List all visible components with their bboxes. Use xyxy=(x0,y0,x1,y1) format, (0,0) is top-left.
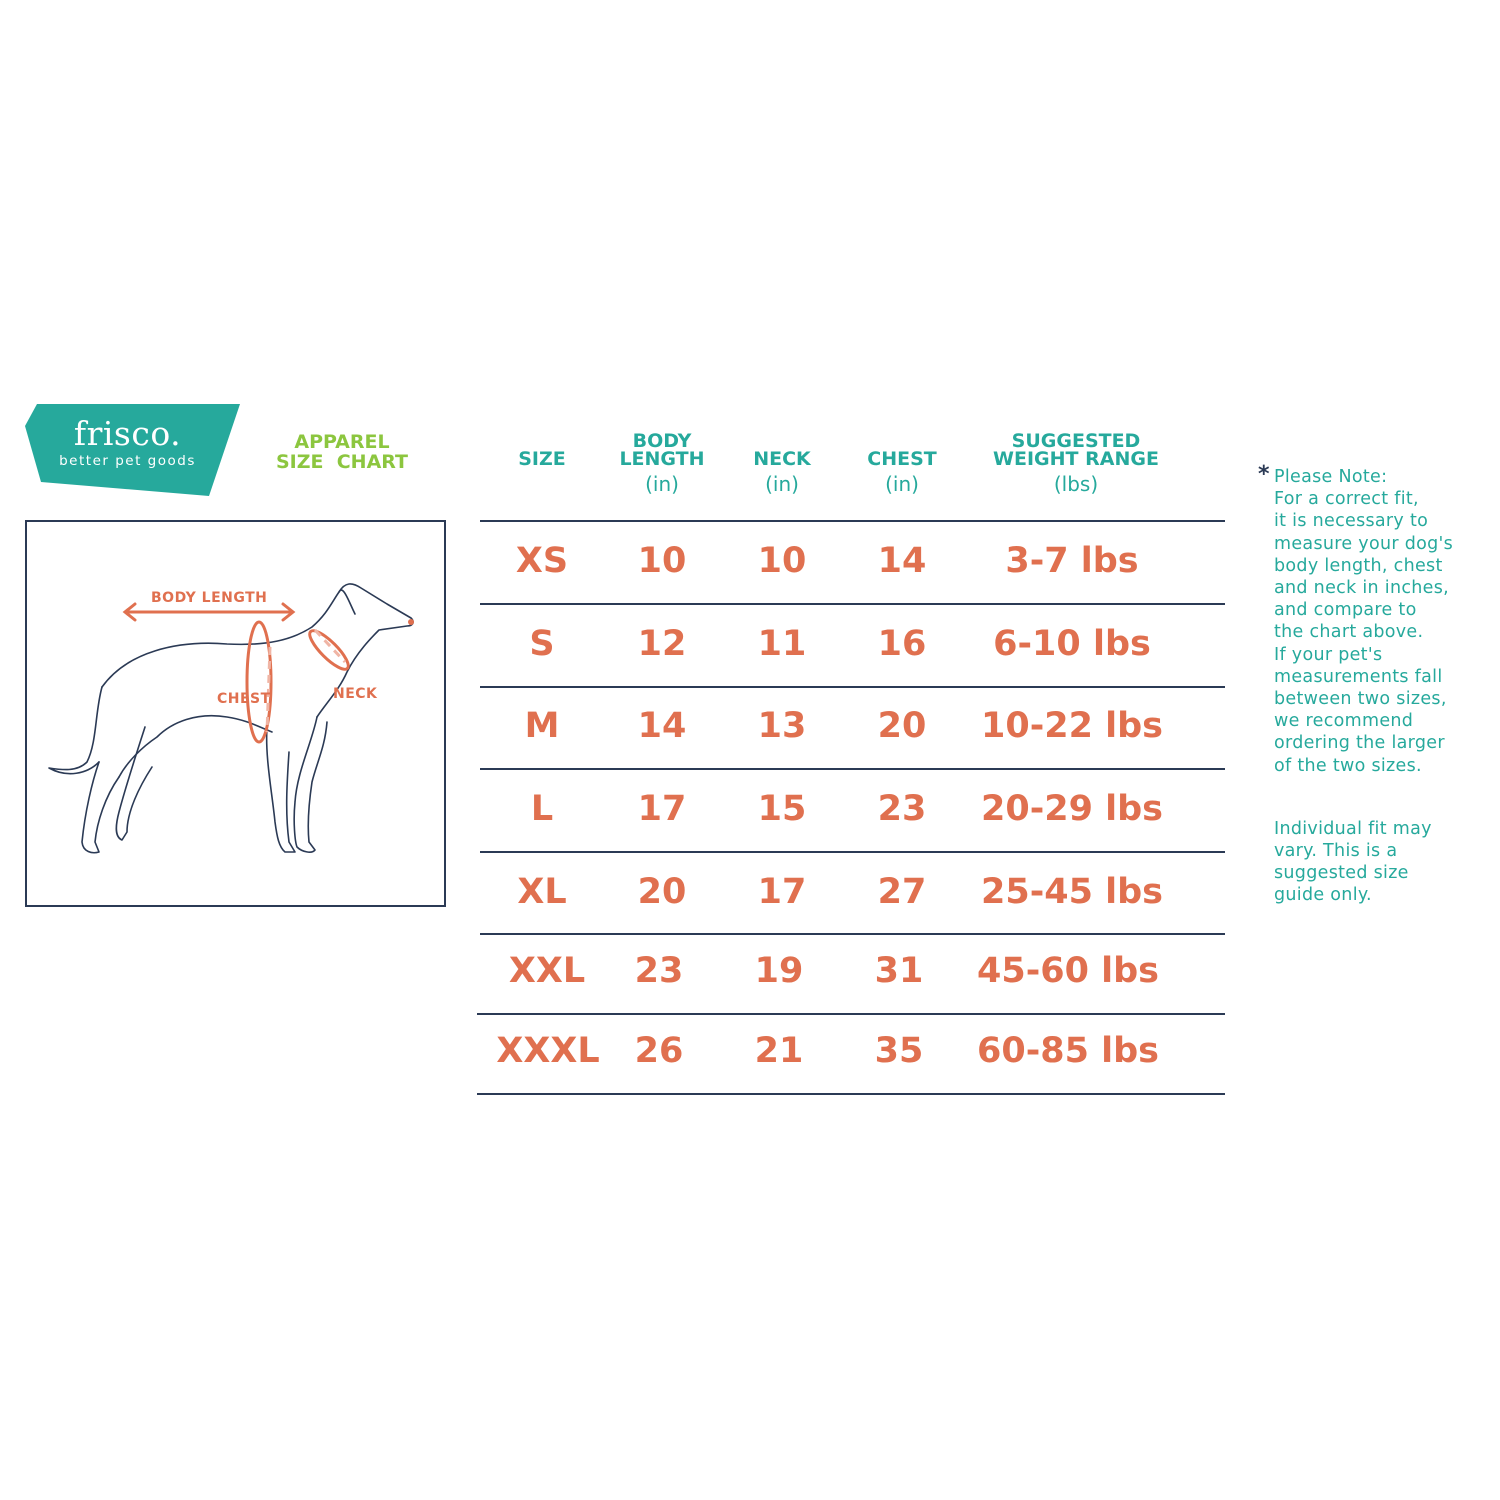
cell-size: S xyxy=(529,624,555,664)
cell-weight-range: 10-22 lbs xyxy=(980,706,1163,746)
cell-size: XL xyxy=(517,872,567,912)
cell-size: XXXL xyxy=(496,1031,600,1071)
cell-neck: 13 xyxy=(757,706,807,746)
cell-chest: 16 xyxy=(877,624,927,664)
row-divider xyxy=(480,520,1225,522)
header-label: NECK xyxy=(753,448,811,470)
brand-tagline: better pet goods xyxy=(59,453,196,469)
cell-body-length: 12 xyxy=(637,624,687,664)
cell-size: M xyxy=(524,706,560,746)
cell-size: XXL xyxy=(508,951,586,991)
cell-weight-range: 45-60 lbs xyxy=(976,951,1159,991)
note-line: the chart above. xyxy=(1274,622,1424,643)
note-line: guide only. xyxy=(1274,885,1372,906)
note-line: suggested size xyxy=(1274,863,1409,884)
cell-chest: 20 xyxy=(877,706,927,746)
row-divider xyxy=(480,686,1225,688)
row-divider xyxy=(477,1093,1225,1095)
asterisk: * xyxy=(1258,462,1270,487)
header-chest: CHEST (in) xyxy=(842,448,962,497)
cell-body-length: 23 xyxy=(634,951,684,991)
note-line: measure your dog's xyxy=(1274,533,1454,554)
note-line: Individual fit may xyxy=(1274,818,1432,839)
cell-chest: 27 xyxy=(877,872,927,912)
header-label: BODY xyxy=(632,430,692,452)
chart-title-line1: APPAREL xyxy=(294,431,390,453)
header-unit: (in) xyxy=(645,472,679,496)
header-neck: NECK (in) xyxy=(722,448,842,497)
cell-body-length: 26 xyxy=(634,1031,684,1071)
header-unit: (in) xyxy=(765,472,799,496)
cell-body-length: 17 xyxy=(637,789,687,829)
cell-weight-range: 25-45 lbs xyxy=(980,872,1163,912)
row-divider xyxy=(480,768,1225,770)
note-line: ordering the larger xyxy=(1274,733,1445,754)
note-line: For a correct fit, xyxy=(1274,489,1419,510)
note-line: of the two sizes. xyxy=(1274,755,1422,776)
note-line: it is necessary to xyxy=(1274,511,1429,532)
cell-neck: 17 xyxy=(757,872,807,912)
header-body-length: BODY LENGTH (in) xyxy=(592,430,732,497)
note-line: we recommend xyxy=(1274,711,1414,732)
cell-chest: 35 xyxy=(874,1031,924,1071)
cell-body-length: 20 xyxy=(637,872,687,912)
note-line: measurements fall xyxy=(1274,666,1443,687)
sizing-note: * Please Note: For a correct fit, it is ne… xyxy=(1258,462,1488,907)
body-length-label: BODY LENGTH xyxy=(151,590,268,606)
cell-chest: 31 xyxy=(874,951,924,991)
cell-chest: 23 xyxy=(877,789,927,829)
row-divider xyxy=(480,851,1225,853)
note-line: If your pet's xyxy=(1274,644,1383,665)
row-divider xyxy=(480,603,1225,605)
header-size-label: SIZE xyxy=(518,448,566,470)
cell-body-length: 10 xyxy=(637,541,687,581)
chart-title: APPAREL SIZE CHART xyxy=(262,432,422,472)
cell-chest: 14 xyxy=(877,541,927,581)
header-label: SUGGESTED xyxy=(1011,430,1141,452)
cell-weight-range: 60-85 lbs xyxy=(976,1031,1159,1071)
cell-body-length: 14 xyxy=(637,706,687,746)
header-label: CHEST xyxy=(867,448,937,470)
dog-illustration xyxy=(48,583,414,854)
frisco-logo-badge xyxy=(25,404,240,496)
cell-neck: 15 xyxy=(757,789,807,829)
cell-neck: 19 xyxy=(754,951,804,991)
header-size: SIZE xyxy=(492,448,592,470)
row-divider xyxy=(480,933,1225,935)
note-line: Please Note: xyxy=(1274,467,1388,487)
cell-weight-range: 20-29 lbs xyxy=(980,789,1163,829)
note-line: between two sizes, xyxy=(1274,689,1447,710)
note-line: body length, chest xyxy=(1274,555,1443,576)
cell-neck: 21 xyxy=(754,1031,804,1071)
note-line: and neck in inches, xyxy=(1274,578,1449,599)
cell-weight-range: 6-10 lbs xyxy=(993,624,1151,664)
dog-measurement-diagram: BODY LENGTH CHEST NECK xyxy=(25,520,446,907)
cell-neck: 11 xyxy=(757,624,807,664)
brand-name: frisco. xyxy=(73,414,182,453)
header-label: WEIGHT RANGE xyxy=(993,448,1159,470)
note-line: vary. This is a xyxy=(1274,841,1398,862)
header-label: LENGTH xyxy=(619,448,705,470)
header-unit: (lbs) xyxy=(1053,472,1099,496)
header-weight-range: SUGGESTED WEIGHT RANGE (lbs) xyxy=(966,430,1186,497)
header-unit: (in) xyxy=(885,472,919,496)
neck-label: NECK xyxy=(333,686,378,702)
chest-label: CHEST xyxy=(217,691,271,707)
chart-title-line2: SIZE CHART xyxy=(275,451,409,473)
note-line: and compare to xyxy=(1274,600,1417,621)
cell-size: XS xyxy=(515,541,569,581)
cell-neck: 10 xyxy=(757,541,807,581)
row-divider xyxy=(477,1013,1225,1015)
cell-size: L xyxy=(530,789,554,829)
cell-weight-range: 3-7 lbs xyxy=(1005,541,1139,581)
